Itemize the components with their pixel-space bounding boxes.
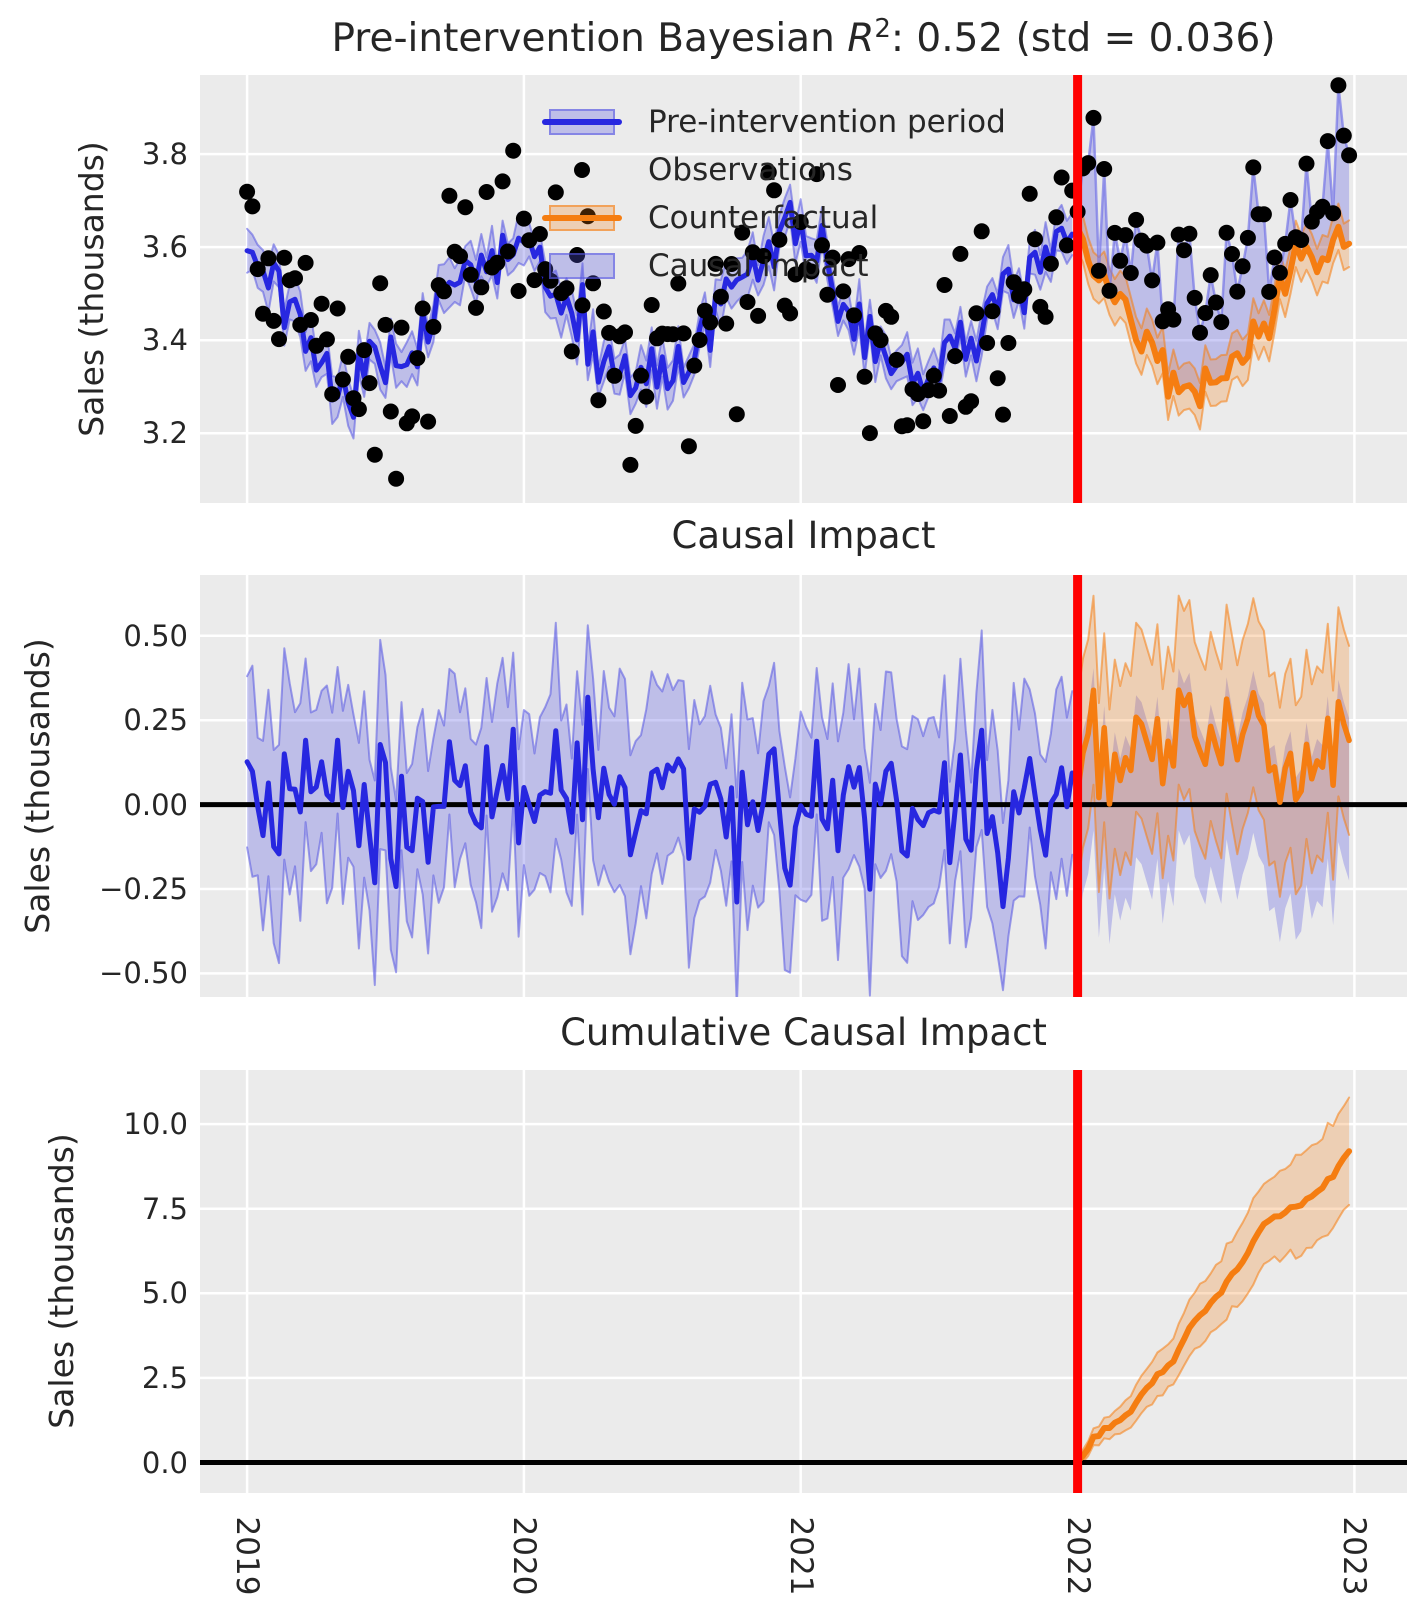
y-tick-label: −0.25 — [99, 871, 188, 906]
y-tick-label: 10.0 — [123, 1107, 188, 1142]
y-tick-label: −0.50 — [99, 956, 188, 991]
y-tick-label: 2.5 — [141, 1360, 188, 1395]
legend-label: Counterfactual — [648, 200, 879, 236]
y-tick-label: 3.2 — [141, 416, 188, 451]
y-tick-label: 0.25 — [123, 703, 188, 738]
legend-item-counterfactual: Counterfactual — [540, 194, 1006, 242]
x-tick-label: 2021 — [782, 1516, 819, 1596]
y-tick-label: 0.0 — [141, 1445, 188, 1480]
bottom-plot-title: Cumulative Causal Impact — [560, 1011, 1047, 1054]
legend-label: Observations — [648, 152, 853, 188]
r-squared-superscript: 2 — [874, 14, 891, 44]
legend-item-observations: Observations — [540, 146, 1006, 194]
legend-label: Causal impact — [648, 248, 869, 284]
observations-dot-icon — [540, 146, 624, 194]
causal-impact-band-icon — [540, 242, 624, 290]
x-tick-label: 2023 — [1336, 1516, 1373, 1596]
middle-plot-title: Causal Impact — [671, 514, 936, 557]
counterfactual-band-line-icon — [540, 194, 624, 242]
x-tick-label: 2022 — [1059, 1516, 1096, 1596]
y-tick-label: 0.00 — [123, 787, 188, 822]
x-tick-label: 2020 — [505, 1516, 542, 1596]
x-tick-label: 2019 — [229, 1516, 266, 1596]
legend: Pre-intervention period Observations Cou… — [540, 98, 1006, 290]
legend-label: Pre-intervention period — [648, 104, 1006, 140]
y-tick-label: 0.50 — [123, 618, 188, 653]
legend-item-pre-intervention: Pre-intervention period — [540, 98, 1006, 146]
y-tick-label: 3.4 — [141, 323, 188, 358]
y-tick-label: 3.6 — [141, 230, 188, 265]
y-tick-label: 5.0 — [141, 1276, 188, 1311]
pre-intervention-band-line-icon — [540, 98, 624, 146]
y-tick-label: 7.5 — [141, 1191, 188, 1226]
top-plot-title: Pre-intervention Bayesian R2: 0.52 (std … — [331, 14, 1276, 61]
y-tick-label: 3.8 — [141, 137, 188, 172]
legend-item-causal-impact: Causal impact — [540, 242, 1006, 290]
